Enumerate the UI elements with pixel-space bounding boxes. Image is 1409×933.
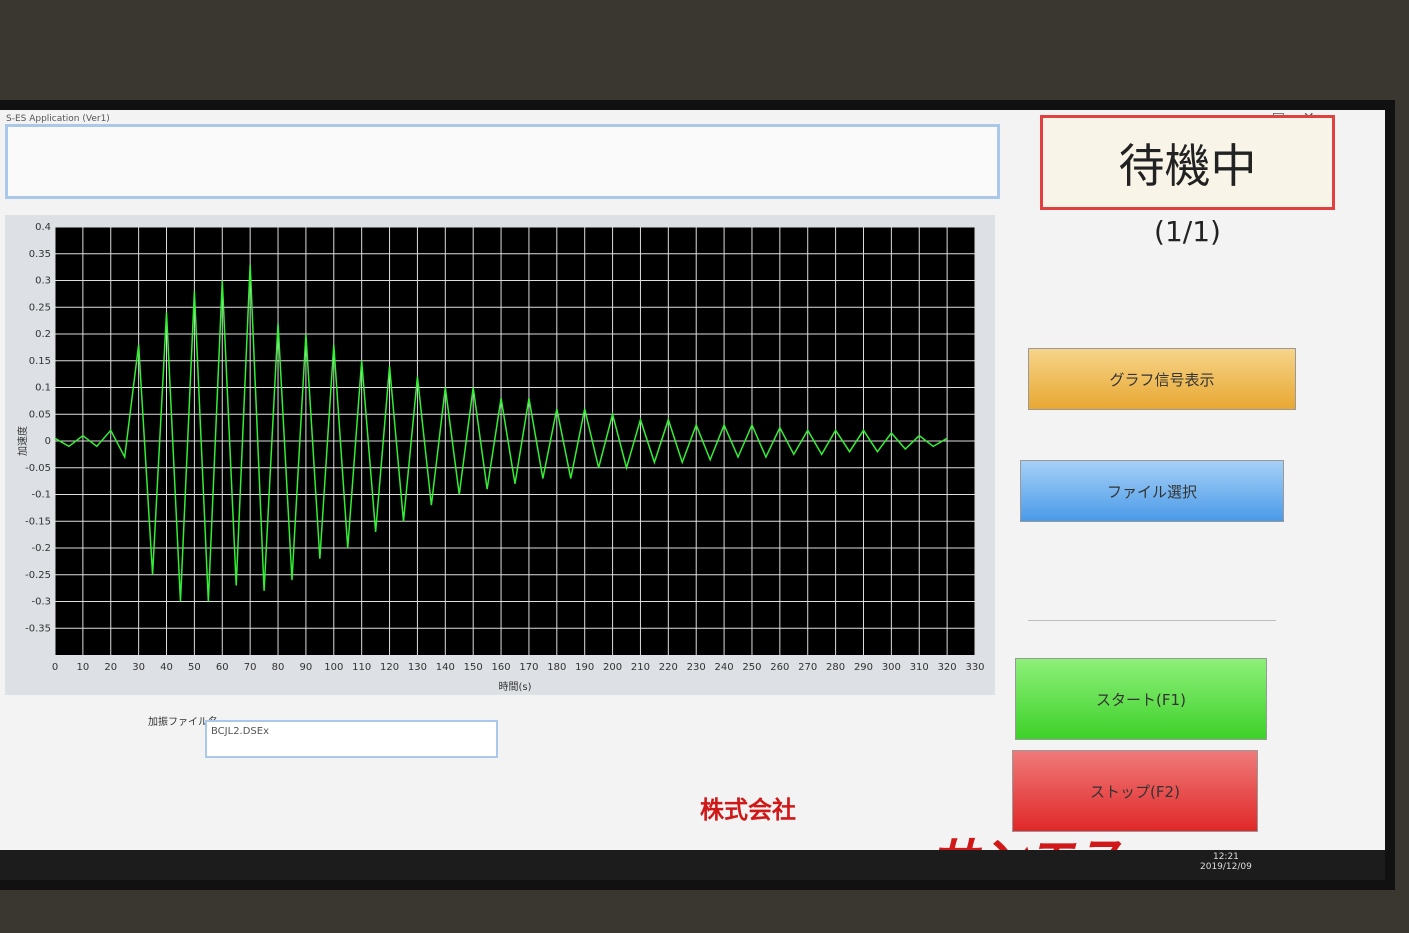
x-tick-label: 300 [882, 662, 901, 673]
y-tick-label: 0.05 [29, 409, 51, 420]
waveform [54, 264, 948, 602]
y-tick-label: 0.35 [29, 249, 51, 260]
y-tick-label: 0.1 [35, 383, 51, 394]
file-button[interactable]: ファイル選択 [1020, 460, 1284, 522]
x-tick-label: 80 [272, 662, 285, 673]
x-tick-label: 280 [826, 662, 845, 673]
x-tick-label: 250 [742, 662, 761, 673]
x-tick-label: 40 [160, 662, 173, 673]
separator [1028, 620, 1276, 621]
x-tick-label: 110 [352, 662, 371, 673]
x-tick-label: 0 [52, 662, 58, 673]
x-tick-label: 220 [659, 662, 678, 673]
x-tick-label: 140 [436, 662, 455, 673]
file-label: 加振ファイル名 [148, 717, 218, 728]
x-tick-label: 60 [216, 662, 229, 673]
x-tick-label: 130 [408, 662, 427, 673]
y-tick-label: 0 [45, 436, 51, 447]
taskbar [0, 850, 1385, 880]
stop-button[interactable]: ストップ(F2) [1012, 750, 1258, 832]
start-button[interactable]: スタート(F1) [1015, 658, 1267, 740]
graph-button[interactable]: グラフ信号表示 [1028, 348, 1296, 410]
x-tick-label: 30 [132, 662, 145, 673]
x-tick-label: 230 [687, 662, 706, 673]
x-tick-label: 170 [519, 662, 538, 673]
y-tick-label: 0.15 [29, 356, 51, 367]
x-tick-label: 160 [492, 662, 511, 673]
x-tick-label: 290 [854, 662, 873, 673]
taskbar-clock: 12:21 2019/12/09 [1200, 852, 1252, 872]
message-box [5, 124, 1000, 199]
y-tick-label: -0.15 [25, 516, 51, 527]
x-tick-label: 310 [910, 662, 929, 673]
x-tick-label: 70 [244, 662, 257, 673]
x-tick-label: 270 [798, 662, 817, 673]
y-tick-label: 0.4 [35, 222, 51, 233]
x-tick-label: 240 [715, 662, 734, 673]
x-tick-label: 150 [464, 662, 483, 673]
x-tick-label: 50 [188, 662, 201, 673]
x-axis-label: 時間(s) [498, 681, 531, 693]
y-tick-label: -0.2 [31, 543, 51, 554]
x-tick-label: 120 [380, 662, 399, 673]
x-tick-label: 180 [547, 662, 566, 673]
y-tick-label: 0.2 [35, 329, 51, 340]
company-label: 株式会社 [700, 796, 796, 824]
y-tick-label: -0.1 [31, 490, 51, 501]
x-tick-label: 190 [575, 662, 594, 673]
x-tick-label: 200 [603, 662, 622, 673]
y-tick-label: 0.25 [29, 302, 51, 313]
x-tick-label: 20 [104, 662, 117, 673]
y-tick-label: -0.3 [31, 597, 51, 608]
y-tick-label: -0.05 [25, 463, 51, 474]
y-tick-label: -0.35 [25, 623, 51, 634]
x-tick-label: 90 [300, 662, 313, 673]
y-axis-label: 加速度 [16, 426, 29, 456]
clock-time: 12:21 [1212, 852, 1239, 862]
status-counter: (1/1) [1154, 215, 1221, 248]
clock-date: 2019/12/09 [1200, 862, 1252, 872]
window-title: S-ES Application (Ver1) [6, 114, 110, 124]
status-box: 待機中 [1040, 115, 1335, 210]
y-tick-label: 0.3 [35, 276, 51, 287]
x-tick-label: 260 [770, 662, 789, 673]
x-tick-label: 100 [324, 662, 343, 673]
screen: S-ES Application (Ver1) — □ ✕ 待機中 (1/1) … [0, 110, 1385, 888]
x-tick-label: 320 [938, 662, 957, 673]
chart: 時間(s) 加速度 0.4 0.35 0.3 0.25 0.2 0.15 0.1 0.05 0 -… [5, 215, 995, 695]
x-tick-label: 210 [631, 662, 650, 673]
x-tick-label: 330 [965, 662, 984, 673]
x-tick-label: 10 [77, 662, 90, 673]
y-tick-label: -0.25 [25, 570, 51, 581]
file-field[interactable]: BCJL2.DSEx [205, 720, 498, 758]
